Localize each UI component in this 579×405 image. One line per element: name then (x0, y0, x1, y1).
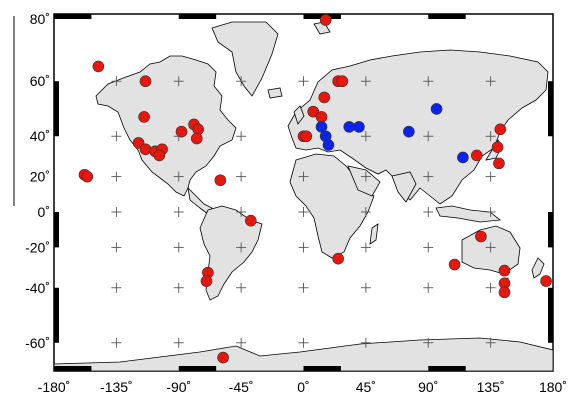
red-station-marker (81, 170, 94, 183)
frame-tick-left (54, 212, 59, 248)
red-station-marker (540, 275, 552, 287)
red-station-marker (448, 258, 461, 271)
red-station-marker (493, 157, 505, 170)
frame-tick-left (54, 81, 59, 137)
longitude-labels: -180˚ -135˚ -90˚ -45˚ 0˚ 45˚ 90˚ 135˚ 180˚ (38, 379, 567, 395)
frame-tick-right (548, 81, 553, 137)
lon-tick-label: 45˚ (356, 379, 376, 395)
red-station-marker (498, 264, 511, 277)
lon-tick-label: 180˚ (539, 379, 567, 395)
indonesia (435, 205, 502, 223)
blue-station-marker (322, 139, 335, 151)
frame-tick-right (548, 287, 553, 343)
frame-tick-top (428, 14, 466, 19)
frame-tick-bottom (303, 366, 341, 371)
red-station-marker (92, 60, 105, 73)
madagascar (369, 223, 379, 245)
lon-tick-label: -45˚ (229, 379, 254, 395)
lat-tick-label: 0˚ (38, 204, 50, 220)
frame-tick-top (54, 14, 92, 19)
red-station-marker (318, 91, 331, 104)
red-station-marker (214, 174, 227, 187)
frame-tick-right (548, 212, 553, 248)
blue-station-marker (403, 125, 415, 138)
lon-tick-label: -180˚ (38, 379, 71, 395)
lon-tick-label: 0˚ (297, 379, 309, 395)
red-station-marker (336, 75, 349, 88)
red-station-marker (139, 143, 152, 156)
lat-tick-label: 60˚ (30, 73, 50, 89)
red-station-marker (307, 105, 320, 118)
red-station-marker (245, 214, 257, 227)
latitude-labels: 80˚ 60˚ 40˚ 20˚ 0˚ -20˚ -40˚ -60˚ (25, 11, 50, 351)
lon-tick-label: 90˚ (418, 379, 438, 395)
red-station-marker (470, 149, 483, 162)
lon-tick-label: -90˚ (166, 379, 191, 395)
graticule-crosses (111, 76, 496, 348)
lat-tick-label: -60˚ (25, 335, 50, 351)
frame-tick-bottom (54, 366, 92, 371)
red-station-marker (190, 132, 203, 145)
red-station-marker (139, 75, 152, 88)
station-markers (78, 14, 552, 364)
frame-tick-left (54, 287, 59, 343)
red-station-marker (153, 149, 166, 162)
red-station-marker (491, 141, 504, 153)
lat-tick-label: 80˚ (30, 11, 50, 27)
lon-tick-label: -135˚ (100, 379, 133, 395)
red-station-marker (217, 351, 229, 364)
blue-station-marker (353, 121, 365, 133)
blue-station-marker (343, 121, 356, 133)
frame-tick-bottom (428, 366, 466, 371)
new-zealand (531, 257, 545, 279)
red-station-marker (200, 275, 213, 287)
frame-tick-bottom (178, 366, 217, 371)
red-station-marker (498, 286, 511, 299)
red-station-marker (300, 130, 313, 143)
british-isles (293, 105, 305, 125)
blue-station-marker (430, 103, 443, 115)
blue-station-marker (457, 151, 469, 164)
lat-tick-label: 40˚ (30, 128, 50, 144)
greenland (211, 21, 279, 97)
iceland (267, 87, 283, 99)
red-station-marker (494, 123, 507, 136)
lon-tick-label: 135˚ (477, 379, 505, 395)
red-station-marker (175, 125, 188, 138)
frame-tick-top (178, 14, 217, 19)
lat-tick-label: -40˚ (25, 280, 50, 296)
land-masses (53, 21, 554, 372)
red-station-marker (315, 111, 328, 123)
india (391, 171, 417, 203)
lat-tick-label: 20˚ (30, 169, 50, 185)
arabia (347, 165, 381, 197)
lat-tick-label: -20˚ (25, 239, 50, 255)
red-station-marker (319, 14, 332, 26)
africa (289, 153, 375, 259)
red-station-marker (332, 252, 344, 265)
red-station-marker (138, 111, 150, 123)
red-station-marker (475, 230, 487, 243)
